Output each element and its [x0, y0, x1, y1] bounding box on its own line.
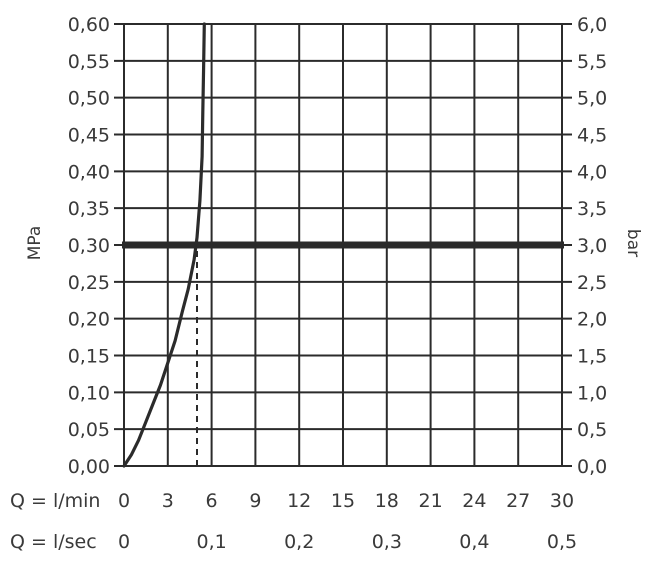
x-tick-label-lsec: 0,5	[547, 531, 577, 553]
x-tick-label-lmin: 0	[118, 490, 130, 512]
y-tick-label-right: 0,5	[577, 419, 607, 441]
y-axis-left-label: MPa	[25, 226, 45, 261]
y-tick-label-right: 4,5	[577, 125, 607, 147]
y-tick-label-left: 0,45	[68, 125, 110, 147]
x-tick-label-lmin: 12	[287, 490, 311, 512]
x-tick-label-lmin: 21	[419, 490, 443, 512]
y-tick-label-right: 4,0	[577, 161, 607, 183]
y-tick-label-left: 0,25	[68, 272, 110, 294]
y-tick-label-left: 0,15	[68, 346, 110, 368]
x-axis-label-lsec: Q = l/sec	[10, 531, 97, 553]
y-tick-label-left: 0,30	[68, 235, 110, 257]
y-tick-label-left: 0,40	[68, 161, 110, 183]
y-tick-label-right: 0,0	[577, 456, 607, 478]
y-tick-label-left: 0,05	[68, 419, 110, 441]
x-tick-label-lmin: 6	[206, 490, 218, 512]
y-tick-label-right: 2,0	[577, 309, 607, 331]
y-tick-label-right: 5,0	[577, 88, 607, 110]
x-axis-label-lmin: Q = l/min	[10, 490, 100, 512]
x-tick-label-lmin: 15	[331, 490, 355, 512]
flow-curve	[122, 22, 206, 468]
y-tick-label-left: 0,35	[68, 198, 110, 220]
x-tick-label-lmin: 24	[462, 490, 486, 512]
plot-area	[122, 22, 564, 468]
y-tick-label-right: 1,5	[577, 346, 607, 368]
x-tick-label-lmin: 18	[375, 490, 399, 512]
y-tick-label-right: 2,5	[577, 272, 607, 294]
x-tick-label-lmin: 3	[162, 490, 174, 512]
y-tick-label-right: 6,0	[577, 14, 607, 36]
y-tick-label-left: 0,60	[68, 14, 110, 36]
x-tick-label-lsec: 0,3	[372, 531, 402, 553]
x-tick-label-lsec: 0	[118, 531, 130, 553]
y-tick-label-left: 0,00	[68, 456, 110, 478]
y-tick-label-right: 3,5	[577, 198, 607, 220]
y-tick-label-left: 0,20	[68, 309, 110, 331]
y-axis-right-label: bar	[623, 229, 643, 257]
x-tick-label-lsec: 0,1	[196, 531, 226, 553]
x-tick-label-lsec: 0,4	[459, 531, 489, 553]
y-tick-label-right: 5,5	[577, 51, 607, 73]
y-tick-label-left: 0,50	[68, 88, 110, 110]
x-tick-label-lmin: 9	[249, 490, 261, 512]
y-tick-label-right: 3,0	[577, 235, 607, 257]
y-tick-label-left: 0,10	[68, 382, 110, 404]
x-tick-label-lmin: 27	[506, 490, 530, 512]
x-tick-label-lsec: 0,2	[284, 531, 314, 553]
y-tick-label-right: 1,0	[577, 382, 607, 404]
x-tick-label-lmin: 30	[550, 490, 574, 512]
tick-labels: 0 3 6 9 12 15 18 21 24 27 300,00 0,00,05 0,50,10 1,00…	[68, 14, 608, 553]
y-tick-label-left: 0,55	[68, 51, 110, 73]
